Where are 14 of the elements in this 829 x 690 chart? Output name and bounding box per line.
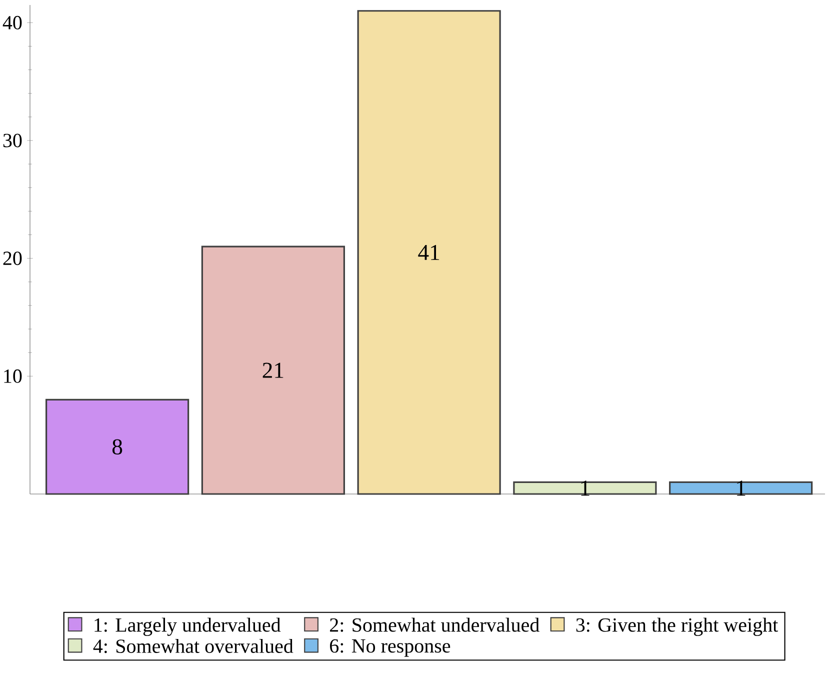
legend-label: 1: Largely undervalued [94,618,281,636]
data-label: 41 [418,244,440,260]
data-label: 8 [112,439,122,455]
y-tick-label: 10 [4,369,22,383]
y-tick-label: 20 [3,252,22,266]
legend-label: 4: Somewhat overvalued [93,638,294,654]
legend-label: 2: Somewhat undervalued [330,618,540,632]
legend-label: 3: Given the right weight [576,618,778,636]
legend-label: 6: No response [330,639,450,657]
data-label: 21 [262,362,284,378]
data-label: 1 [737,480,746,496]
data-label: 1 [581,480,590,496]
y-tick-label: 40 [2,16,22,30]
y-tick-label: 30 [3,134,22,148]
